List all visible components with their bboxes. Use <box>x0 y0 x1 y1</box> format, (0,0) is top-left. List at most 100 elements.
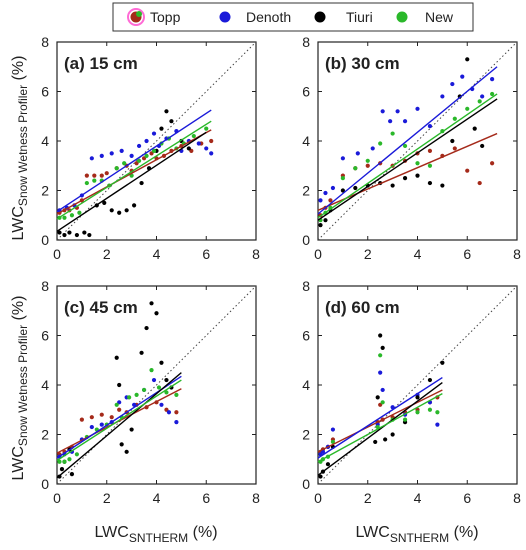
legend-label-tiuri: Tiuri <box>346 9 373 25</box>
point-topp <box>79 417 84 422</box>
x-tick-label: 6 <box>463 246 471 262</box>
y-axis-label-top-unit: (%) <box>10 56 27 85</box>
point-new <box>114 166 119 171</box>
point-new <box>141 387 147 393</box>
y-axis-label-bottom-unit: (%) <box>10 296 27 325</box>
point-topp <box>117 407 122 412</box>
point-topp <box>174 410 179 415</box>
y-tick-label: 2 <box>302 427 310 443</box>
point-tiuri <box>124 208 129 213</box>
point-tiuri <box>415 395 420 400</box>
point-tiuri <box>383 437 388 442</box>
point-tiuri <box>82 230 87 235</box>
point-new <box>84 180 89 186</box>
point-new <box>490 91 495 97</box>
point-denoth <box>323 190 328 196</box>
point-denoth <box>99 422 104 427</box>
point-tiuri <box>164 109 169 114</box>
panel-label: (d) 60 cm <box>325 298 400 317</box>
x-axis-label-left-main: LWC <box>94 524 128 541</box>
point-tiuri <box>390 183 395 188</box>
x-tick-label: 8 <box>513 246 521 262</box>
point-denoth <box>450 81 455 87</box>
one-to-one-line <box>317 41 518 241</box>
point-tiuri <box>186 146 191 151</box>
point-new <box>57 459 62 464</box>
point-tiuri <box>159 126 164 131</box>
point-new <box>67 457 72 462</box>
point-topp <box>490 161 495 166</box>
point-tiuri <box>378 333 383 338</box>
point-tiuri <box>117 382 122 388</box>
x-tick-label: 0 <box>314 246 322 262</box>
one-to-one-line <box>56 41 257 241</box>
point-topp <box>99 412 104 417</box>
fit-line-new <box>56 120 212 220</box>
fit-line-topp <box>317 389 443 453</box>
panel-b-30cm: 0 2 4 6 8 0 2 4 6 8 (b) 30 cm <box>302 34 521 262</box>
fit-line-denoth <box>317 376 443 459</box>
point-tiuri <box>109 208 114 213</box>
y-axis-label-top-sub: Snow Wetness Profiler <box>16 85 30 206</box>
point-denoth <box>119 148 124 153</box>
point-denoth <box>380 387 385 393</box>
point-tiuri <box>318 474 323 479</box>
fit-line-tiuri <box>56 131 207 232</box>
point-tiuri <box>139 350 144 355</box>
point-tiuri <box>440 183 445 188</box>
point-denoth <box>388 119 393 124</box>
legend-label-new: New <box>425 9 454 25</box>
fit-line-tiuri <box>317 98 498 221</box>
x-tick-label: 2 <box>364 246 372 262</box>
point-topp <box>427 148 433 153</box>
point-denoth <box>204 146 209 151</box>
x-tick-label: 0 <box>53 246 61 262</box>
x-tick-label: 4 <box>414 490 422 506</box>
one-to-one-line <box>56 285 257 485</box>
point-tiuri <box>380 345 385 350</box>
point-denoth <box>435 422 440 427</box>
legend-entry-denoth: Denoth <box>219 9 291 25</box>
point-tiuri <box>440 360 445 365</box>
point-denoth <box>144 138 149 144</box>
legend-entry-tiuri: Tiuri <box>314 9 373 25</box>
legend-marker-tiuri <box>314 11 326 23</box>
point-tiuri <box>164 377 169 383</box>
point-new <box>435 410 440 415</box>
point-denoth <box>440 94 445 99</box>
point-denoth <box>395 109 400 114</box>
point-new <box>390 131 395 136</box>
y-tick-label: 0 <box>302 476 310 492</box>
point-denoth <box>490 77 495 82</box>
point-tiuri <box>124 449 129 454</box>
panel-label: (c) 45 cm <box>64 298 138 317</box>
panel-d-60cm: 0 2 4 6 8 0 2 4 6 8 (d) 60 cm <box>302 278 521 506</box>
point-new <box>415 161 420 166</box>
point-new <box>378 353 383 358</box>
panel-c-45cm: 0 2 4 6 8 0 2 4 6 8 (c) 45 cm <box>41 278 260 506</box>
point-topp <box>104 171 109 176</box>
point-denoth <box>402 119 408 124</box>
y-tick-label: 4 <box>41 133 49 149</box>
point-tiuri <box>318 223 323 228</box>
point-denoth <box>151 131 157 136</box>
point-new <box>114 402 119 407</box>
point-new <box>144 153 149 158</box>
point-tiuri <box>169 119 174 124</box>
point-topp <box>109 415 114 420</box>
point-new <box>477 99 482 104</box>
legend-label-topp: Topp <box>150 9 181 25</box>
point-topp <box>209 138 214 144</box>
point-topp <box>477 180 482 186</box>
point-tiuri <box>450 138 455 144</box>
point-tiuri <box>325 462 331 467</box>
point-topp <box>84 173 89 178</box>
point-tiuri <box>427 377 433 383</box>
point-tiuri <box>323 218 328 223</box>
point-new <box>340 176 345 181</box>
point-tiuri <box>415 173 420 178</box>
one-to-one-line <box>317 285 518 485</box>
point-new <box>77 210 82 215</box>
point-topp <box>89 415 94 420</box>
